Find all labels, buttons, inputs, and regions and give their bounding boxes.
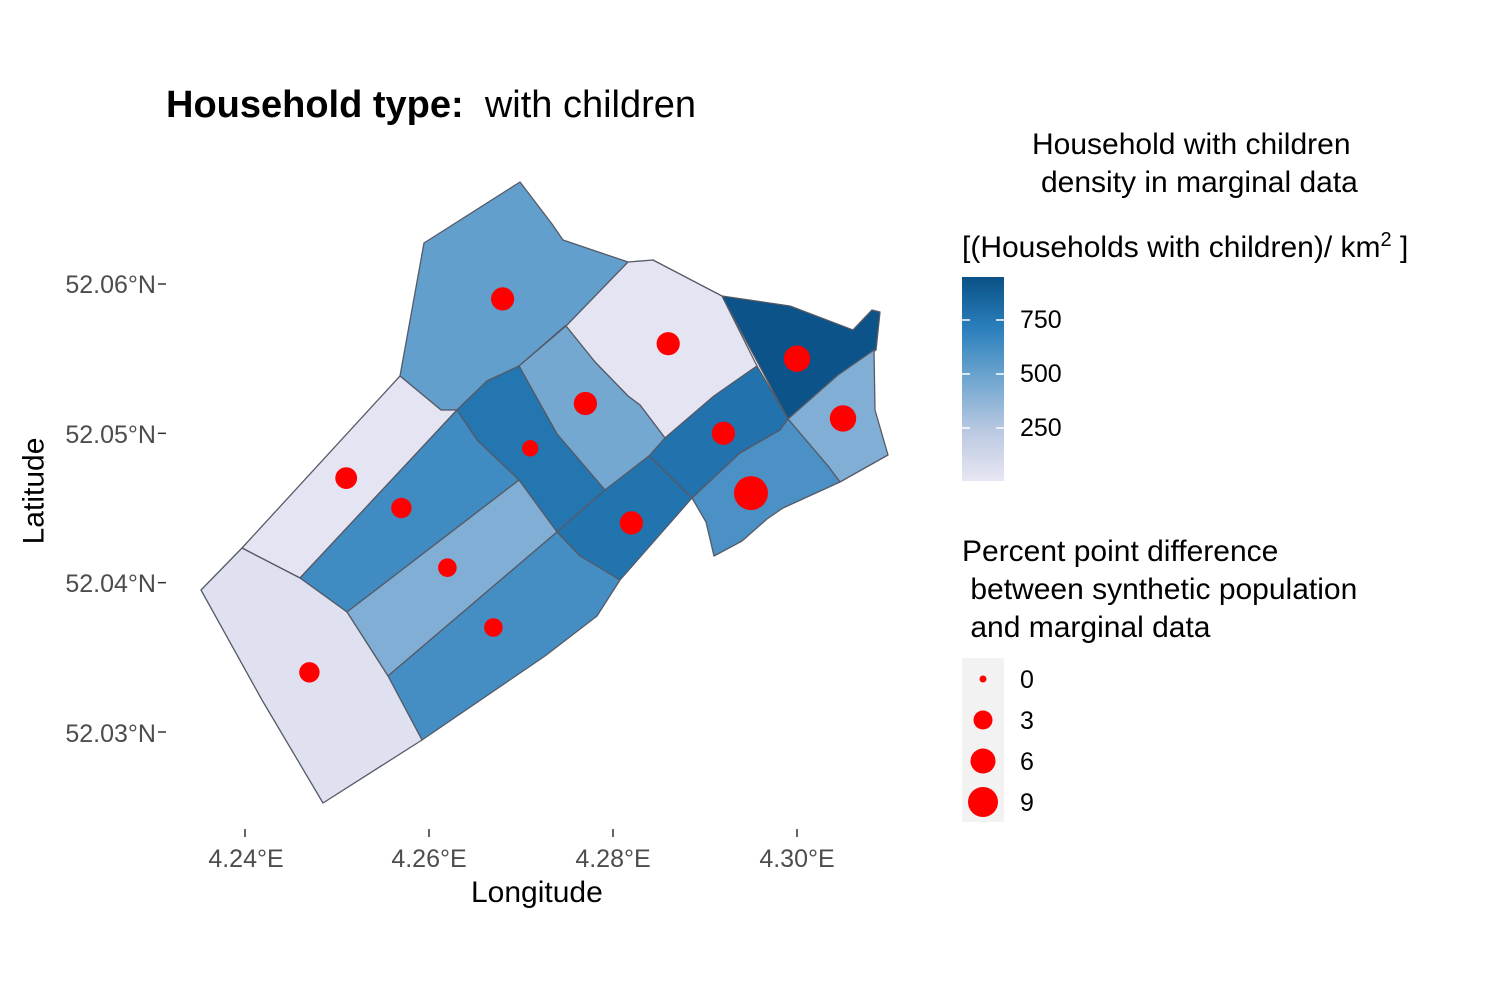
district-polygons xyxy=(200,181,889,804)
size-legend-title-line1: Percent point difference xyxy=(962,535,1279,568)
size-legend-label: 6 xyxy=(1020,748,1034,776)
difference-point-d11 xyxy=(619,511,644,535)
size-key-6 xyxy=(970,748,996,774)
difference-point-d7 xyxy=(522,440,539,457)
y-tick-label: 52.05°N xyxy=(65,421,156,449)
x-tick-label: 4.24°E xyxy=(208,845,284,873)
size-key-0 xyxy=(979,675,987,683)
difference-point-d6 xyxy=(711,421,736,445)
size-legend-label: 3 xyxy=(1020,707,1034,735)
size-legend-label: 0 xyxy=(1020,666,1034,694)
size-legend-label: 9 xyxy=(1020,789,1034,817)
fill-legend-units-end: ] xyxy=(1391,231,1409,264)
difference-point-d1 xyxy=(491,287,515,311)
y-axis-title: Latitude xyxy=(17,437,51,545)
difference-point-d12 xyxy=(438,558,457,577)
plot-title: Household type: with children xyxy=(166,84,696,127)
fill-legend-label: 750 xyxy=(1020,306,1062,334)
fill-legend-label: 250 xyxy=(1020,414,1062,442)
fill-legend-label: 500 xyxy=(1020,360,1062,388)
x-tick-label: 4.28°E xyxy=(575,845,651,873)
difference-point-d2 xyxy=(656,332,680,356)
difference-point-d14 xyxy=(299,662,320,683)
title-bold: Household type: xyxy=(166,84,464,126)
difference-points xyxy=(299,287,857,683)
fill-legend-title-line1: Household with children xyxy=(1032,128,1351,161)
size-legend-title-line3: and marginal data xyxy=(962,611,1211,644)
difference-point-d13 xyxy=(484,618,503,637)
x-tick-label: 4.30°E xyxy=(759,845,835,873)
size-key-3 xyxy=(973,710,993,730)
difference-point-d5 xyxy=(829,405,857,432)
size-key-9 xyxy=(968,787,998,817)
difference-point-d3 xyxy=(783,345,811,372)
x-axis-title: Longitude xyxy=(471,876,603,909)
difference-point-d4 xyxy=(573,391,598,416)
fill-colorbar xyxy=(962,277,1004,481)
difference-point-d9 xyxy=(391,497,412,519)
y-tick-label: 52.03°N xyxy=(65,720,156,748)
title-normal: with children xyxy=(484,84,697,126)
district-d13 xyxy=(387,531,621,741)
fill-legend-units-sup: 2 xyxy=(1380,229,1392,251)
x-tick-label: 4.26°E xyxy=(391,845,467,873)
fill-legend-title-line2: density in marginal data xyxy=(1041,166,1358,199)
axis-tick-marks xyxy=(158,283,798,837)
size-legend-title-line2: between synthetic population xyxy=(962,573,1358,606)
difference-point-d8 xyxy=(335,467,358,489)
y-tick-label: 52.06°N xyxy=(65,271,156,299)
fill-legend-title-line3: [(Households with children)/ km2 ] xyxy=(962,221,1408,267)
difference-point-d10 xyxy=(734,476,768,511)
fill-legend-units: [(Households with children)/ km xyxy=(962,231,1381,264)
colorbar-ticks xyxy=(962,319,1004,429)
y-tick-label: 52.04°N xyxy=(65,570,156,598)
